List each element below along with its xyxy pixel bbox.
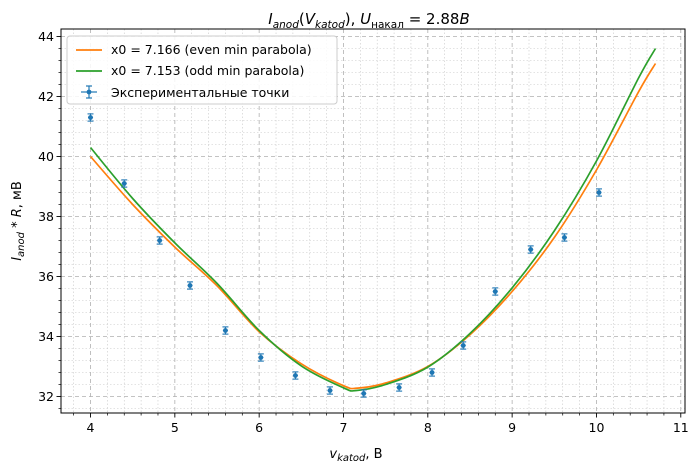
data-point-marker bbox=[492, 289, 498, 294]
legend: x0 = 7.166 (even min parabola) x0 = 7.15… bbox=[66, 35, 338, 105]
x-tick-label: 4 bbox=[87, 420, 95, 435]
chart-title: Ianod(Vkatod), Uнакал = 2.88B bbox=[268, 10, 469, 31]
data-point-marker bbox=[562, 235, 567, 240]
y-tick-label: 36 bbox=[38, 269, 54, 284]
data-point bbox=[360, 389, 367, 398]
series-line-1 bbox=[89, 48, 657, 392]
data-point-marker bbox=[88, 115, 93, 120]
legend-label-points: Экспериментальные точки bbox=[111, 85, 289, 100]
y-tick-label: 42 bbox=[38, 89, 54, 104]
data-point bbox=[257, 353, 264, 362]
series-line-0 bbox=[89, 63, 657, 390]
x-tick-label: 7 bbox=[340, 420, 348, 435]
data-point bbox=[396, 383, 403, 392]
x-tick-label: 6 bbox=[255, 420, 263, 435]
data-point-marker bbox=[293, 373, 298, 378]
y-tick-label: 32 bbox=[38, 389, 54, 404]
x-tick-label: 5 bbox=[171, 420, 179, 435]
axis-ticks: 4 5 6 7 8 9 10 11 32 34 36 38 40 42 44 bbox=[38, 29, 689, 435]
major-grid bbox=[61, 29, 685, 413]
data-point-marker bbox=[396, 385, 402, 390]
data-point-marker bbox=[223, 328, 228, 333]
y-tick-label: 44 bbox=[38, 29, 54, 44]
y-tick-label: 34 bbox=[38, 329, 54, 344]
data-point bbox=[429, 368, 436, 377]
y-tick-label: 40 bbox=[38, 149, 54, 164]
data-point bbox=[222, 326, 229, 335]
data-point bbox=[492, 287, 499, 296]
legend-swatch-points bbox=[81, 85, 97, 99]
data-point-marker bbox=[121, 181, 127, 186]
data-point-marker bbox=[460, 343, 466, 348]
y-tick-label: 38 bbox=[38, 209, 54, 224]
data-point-marker bbox=[361, 391, 367, 396]
data-point-marker bbox=[258, 355, 264, 360]
x-tick-label: 9 bbox=[508, 420, 516, 435]
legend-box bbox=[66, 35, 338, 105]
data-point bbox=[595, 188, 602, 197]
data-point bbox=[292, 371, 299, 380]
data-point bbox=[156, 236, 163, 245]
data-point bbox=[121, 179, 128, 188]
legend-label-even: x0 = 7.166 (even min parabola) bbox=[111, 42, 312, 57]
data-point bbox=[561, 233, 568, 242]
data-point bbox=[460, 341, 467, 350]
data-point-marker bbox=[429, 370, 435, 375]
x-tick-label: 11 bbox=[673, 420, 689, 435]
x-tick-label: 10 bbox=[589, 420, 605, 435]
data-point-marker bbox=[528, 247, 534, 252]
x-axis-label: vkatod, В bbox=[329, 447, 382, 464]
data-point-marker bbox=[596, 190, 602, 195]
legend-label-odd: x0 = 7.153 (odd min parabola) bbox=[111, 63, 304, 78]
data-point bbox=[87, 113, 94, 122]
data-point bbox=[187, 281, 194, 290]
data-point-marker bbox=[327, 388, 333, 393]
data-point bbox=[527, 245, 534, 254]
y-axis-label: Ianod * R, мВ bbox=[10, 181, 27, 261]
x-tick-label: 8 bbox=[424, 420, 432, 435]
data-point-marker bbox=[187, 283, 193, 288]
plot-frame bbox=[60, 28, 686, 414]
plot-series bbox=[87, 48, 657, 398]
data-point bbox=[326, 386, 333, 395]
data-point-marker bbox=[157, 238, 163, 243]
